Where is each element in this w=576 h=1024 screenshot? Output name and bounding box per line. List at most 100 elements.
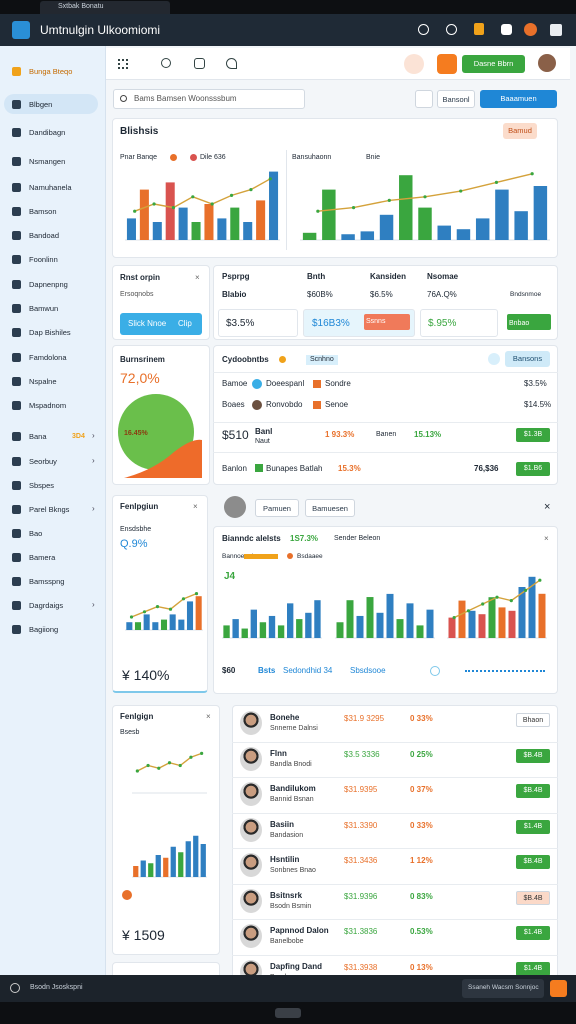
person-name: Bsitnsrk bbox=[270, 890, 303, 900]
icon[interactable] bbox=[275, 1008, 301, 1018]
icon[interactable] bbox=[550, 980, 567, 997]
nav-icon bbox=[12, 328, 21, 337]
icon[interactable] bbox=[474, 23, 484, 35]
icon[interactable] bbox=[404, 54, 424, 74]
card-button[interactable]: Bamud bbox=[503, 123, 537, 139]
tab[interactable] bbox=[40, 1, 170, 14]
icon[interactable] bbox=[524, 23, 537, 36]
tab-button[interactable]: Pamuen bbox=[255, 499, 299, 517]
nav-item[interactable]: Sbspes bbox=[29, 481, 55, 490]
nav-item[interactable]: Bamera bbox=[29, 553, 56, 562]
legend-label: Bansuhaonn bbox=[292, 154, 332, 161]
nav-item[interactable]: Mspadnom bbox=[29, 401, 67, 410]
nav-item[interactable]: Dagrdaigs bbox=[29, 601, 64, 610]
close-icon[interactable]: × bbox=[195, 273, 200, 282]
nav-item[interactable]: Dandibagn bbox=[29, 128, 66, 137]
nav-item[interactable]: Dap Bishiles bbox=[29, 328, 71, 337]
nav-item[interactable]: Namuhanela bbox=[29, 183, 72, 192]
analytics-value: 1S7.3% bbox=[290, 534, 319, 543]
last-button[interactable]: $1.B6 bbox=[516, 462, 550, 476]
tab-button[interactable]: Bamuesen bbox=[305, 499, 355, 517]
person-name: Dapfing Dand bbox=[270, 961, 322, 971]
nav-icon bbox=[12, 231, 21, 240]
nav-item[interactable]: Famdolona bbox=[29, 353, 67, 362]
person-button[interactable]: $1.4B bbox=[516, 819, 550, 834]
icon[interactable] bbox=[194, 58, 205, 69]
nav-item[interactable]: Bana bbox=[29, 432, 47, 441]
toast[interactable] bbox=[462, 979, 544, 998]
report-button[interactable]: Slick Nnoe Clip bbox=[120, 313, 202, 335]
box-button[interactable] bbox=[507, 314, 551, 330]
divider bbox=[213, 372, 558, 373]
card-button[interactable]: Bansons bbox=[505, 351, 550, 367]
nav-item[interactable]: Parel Bkngs bbox=[29, 505, 70, 514]
divider bbox=[232, 883, 558, 885]
person-button[interactable]: $B.4B bbox=[516, 748, 550, 763]
icon[interactable] bbox=[446, 24, 457, 35]
nav-item[interactable]: Nsmangen bbox=[29, 157, 66, 166]
stat-box bbox=[218, 309, 298, 337]
close-icon[interactable]: × bbox=[193, 502, 198, 511]
total-button[interactable]: $1.3B bbox=[516, 428, 550, 442]
nav-item[interactable]: Nspalne bbox=[29, 377, 57, 386]
person-button[interactable]: Bhaon bbox=[516, 713, 550, 727]
icon[interactable] bbox=[550, 24, 562, 36]
person-button[interactable]: $B.4B bbox=[516, 784, 550, 798]
person-value: $31.3938 bbox=[344, 962, 378, 972]
nav-item[interactable]: Bamwun bbox=[29, 304, 59, 313]
divider bbox=[232, 919, 558, 920]
avatar[interactable] bbox=[538, 54, 556, 72]
person-button[interactable]: $B.4B bbox=[516, 855, 550, 869]
nav-item[interactable]: Bao bbox=[29, 529, 43, 538]
close-icon[interactable]: × bbox=[544, 534, 549, 543]
growth-value: Q.9% bbox=[120, 538, 148, 550]
legend-label: Bnie bbox=[366, 154, 381, 161]
person-sub: Sonbnes Bnao bbox=[270, 867, 316, 874]
icon[interactable] bbox=[226, 58, 237, 69]
person-button[interactable]: $1.4B bbox=[516, 961, 550, 976]
primary-button[interactable]: Baaamuen bbox=[480, 90, 557, 108]
nav-item[interactable]: Bandoad bbox=[29, 231, 60, 240]
icon[interactable] bbox=[430, 666, 440, 676]
nav-icon bbox=[12, 280, 21, 289]
icon[interactable] bbox=[118, 59, 128, 69]
icon[interactable] bbox=[161, 58, 171, 68]
close-icon[interactable]: × bbox=[206, 712, 211, 721]
close-icon[interactable]: × bbox=[544, 501, 551, 513]
nav-item[interactable]: Foonlinn bbox=[29, 255, 58, 264]
button-tag: Clip bbox=[178, 319, 192, 328]
nav-item[interactable]: Bunga Bteqo bbox=[29, 67, 73, 76]
nav-item[interactable]: Bagiiong bbox=[29, 625, 59, 634]
nav-item[interactable]: Seorbuy bbox=[29, 457, 57, 466]
nav-item[interactable]: Bamson bbox=[29, 207, 57, 216]
icon[interactable] bbox=[418, 24, 429, 35]
card-title: Blishsis bbox=[120, 126, 159, 137]
chevron: › bbox=[92, 456, 95, 465]
action-button[interactable]: Dasne Bbrn bbox=[462, 55, 525, 73]
status-bar: Bsodn Jsoskspni Ssaneh Wacsm Sonnjoc bbox=[0, 975, 576, 1002]
search-box[interactable]: Bams Bamsen Woonsssbum bbox=[113, 89, 305, 109]
nav-item[interactable]: Blbgen bbox=[29, 100, 53, 109]
last-value: 76,$36 bbox=[474, 464, 499, 473]
nav-active bbox=[4, 94, 98, 114]
nav-item[interactable]: Dapnenpng bbox=[29, 280, 68, 289]
nav-item[interactable]: Bamsspng bbox=[29, 577, 65, 586]
filter-button[interactable]: Bansonl bbox=[437, 90, 475, 108]
column-header: Bnth bbox=[307, 272, 326, 281]
person-button[interactable]: $1.4B bbox=[516, 926, 550, 940]
person-value: $31.9 3295 bbox=[344, 714, 385, 723]
trend-card bbox=[112, 705, 220, 955]
nav-badge: 3D4 bbox=[72, 433, 85, 440]
tab-title: Sxtbak Bonatu bbox=[58, 3, 104, 10]
icon-button[interactable] bbox=[415, 90, 433, 108]
person-button[interactable]: $B.4B bbox=[516, 890, 550, 905]
nav-icon bbox=[12, 304, 21, 313]
icon[interactable] bbox=[488, 353, 500, 365]
nav-icon bbox=[12, 183, 21, 192]
person-pct: 0 37% bbox=[410, 785, 433, 794]
nav-icon bbox=[12, 377, 21, 386]
nav-icon bbox=[12, 157, 21, 166]
icon[interactable] bbox=[501, 24, 512, 35]
icon[interactable] bbox=[437, 54, 457, 74]
column-header: Nsomae bbox=[427, 272, 459, 281]
